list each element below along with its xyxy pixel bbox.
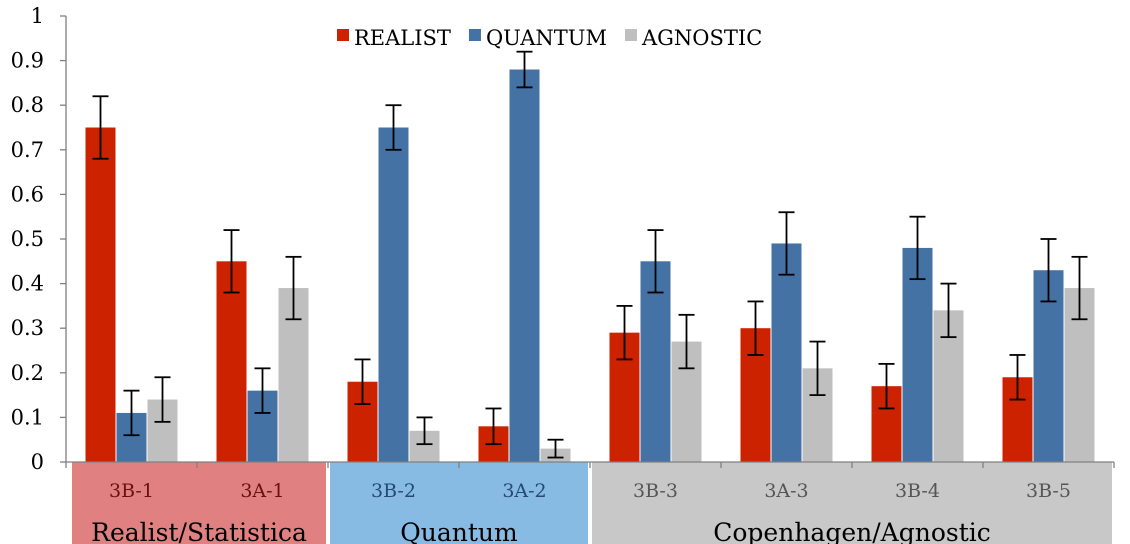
group-band-1 — [330, 462, 588, 544]
bar-quantum-3B-3 — [640, 261, 671, 462]
legend-label-quantum: QUANTUM — [486, 26, 607, 50]
y-tick-label: 0.2 — [11, 361, 44, 385]
y-tick-label: 0.3 — [11, 316, 44, 340]
y-tick-label: 0.9 — [11, 49, 44, 73]
x-tick-label: 3B-5 — [1026, 480, 1071, 502]
legend: REALIST QUANTUM AGNOSTIC — [337, 26, 762, 50]
error-bar — [747, 300, 764, 356]
group-band-0 — [72, 462, 326, 544]
group-label: Copenhagen/Agnostic — [713, 518, 991, 544]
error-bar — [909, 215, 926, 281]
error-bars — [92, 50, 1088, 459]
x-axis: 3B-1 3A-1 3B-2 3A-2 3B-3 3A-3 3B-4 3B-5 — [65, 461, 1115, 502]
error-bar — [678, 313, 695, 370]
y-tick-label: 0 — [31, 450, 44, 474]
y-tick-label: 0.1 — [11, 405, 44, 429]
group-label: Realist/Statistica — [91, 518, 307, 544]
error-bar — [385, 104, 402, 151]
error-bar — [254, 367, 271, 414]
error-bar — [92, 95, 109, 160]
y-tick-label: 0.8 — [11, 93, 44, 117]
y-axis: 0 0.1 0.2 0.3 0.4 0.5 0.6 0.7 0.8 0.9 1 — [11, 4, 67, 474]
error-bar — [1009, 354, 1026, 401]
bar-quantum-3B-4 — [902, 247, 933, 462]
legend-swatch-realist — [337, 29, 349, 41]
error-bar — [285, 255, 302, 321]
x-tick-label: 3A-1 — [240, 480, 284, 502]
category-group-bands: Realist/Statistica Quantum Copenhagen/Agno… — [72, 462, 1112, 544]
y-tick-label: 0.6 — [11, 182, 44, 206]
x-tick-label: 3B-1 — [109, 480, 154, 502]
y-tick-label: 0.4 — [11, 272, 44, 296]
x-tick-label: 3B-3 — [633, 480, 678, 502]
error-bar — [154, 376, 171, 423]
bar-realist-3B-1 — [85, 127, 116, 462]
legend-swatch-quantum — [468, 29, 481, 41]
legend-swatch-agnostic — [624, 29, 637, 41]
bar-realist-3A-1 — [216, 261, 247, 462]
error-bar — [940, 282, 957, 339]
legend-label-realist: REALIST — [354, 26, 451, 50]
y-tick-label: 1 — [31, 4, 44, 28]
error-bar — [809, 340, 826, 397]
y-tick-label: 0.7 — [11, 138, 44, 162]
error-bar — [1040, 238, 1057, 303]
group-band-2 — [592, 462, 1112, 544]
error-bar — [547, 438, 564, 459]
error-bar — [878, 362, 895, 410]
error-bar — [647, 229, 664, 294]
x-tick-label: 3A-3 — [764, 480, 808, 502]
x-tick-label: 3B-4 — [895, 480, 940, 502]
bar-quantum-3A-2 — [509, 69, 540, 463]
error-bar — [123, 389, 140, 437]
x-tick-label: 3B-2 — [371, 480, 416, 502]
bar-quantum-3A-3 — [771, 243, 802, 462]
error-bar — [416, 416, 433, 446]
legend-label-agnostic: AGNOSTIC — [641, 26, 762, 50]
error-bar — [485, 407, 502, 446]
error-bar — [354, 358, 371, 405]
bar-quantum-3B-2 — [378, 127, 409, 462]
bars — [85, 69, 1095, 463]
error-bar — [516, 50, 533, 89]
group-label: Quantum — [400, 518, 518, 544]
error-bar — [778, 211, 795, 276]
error-bar — [616, 304, 633, 361]
y-tick-label: 0.5 — [11, 227, 44, 251]
x-tick-label: 3A-2 — [502, 480, 546, 502]
error-bar — [223, 229, 240, 294]
error-bar — [1071, 255, 1088, 321]
